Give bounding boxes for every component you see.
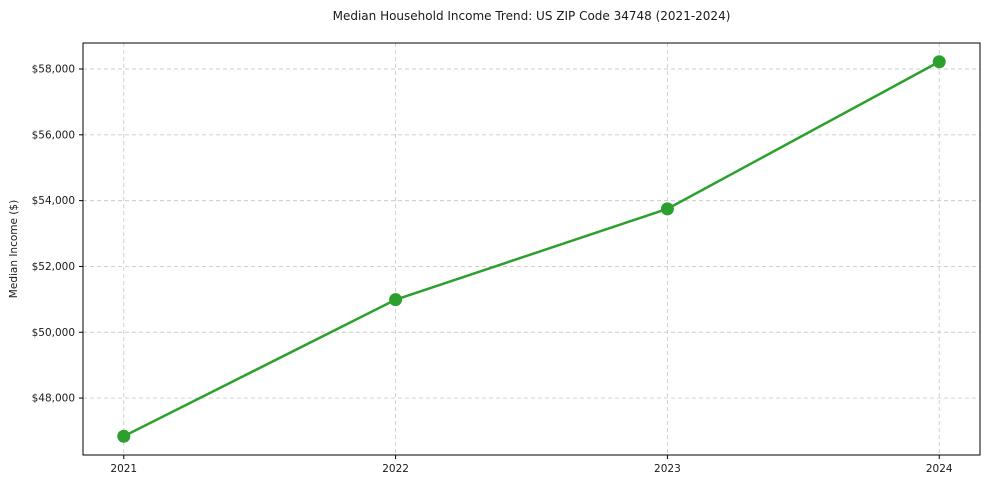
y-tick-label: $56,000 — [32, 129, 75, 141]
y-tick-label: $58,000 — [32, 63, 75, 75]
plot-border — [82, 42, 981, 456]
y-axis-label-text: Median Income ($) — [8, 199, 20, 299]
x-tick-label: 2022 — [382, 463, 409, 475]
y-tick-label: $52,000 — [32, 261, 75, 273]
y-tick-label: $48,000 — [32, 393, 75, 405]
data-point-2022 — [389, 293, 403, 307]
x-tick-label: 2023 — [654, 463, 681, 475]
trend-line — [122, 60, 941, 438]
y-tick-label: $54,000 — [32, 195, 75, 207]
x-tick-label: 2021 — [110, 463, 137, 475]
data-point-2021 — [117, 429, 131, 443]
data-point-2024 — [932, 55, 946, 69]
y-tick-label: $50,000 — [32, 327, 75, 339]
data-point-2023 — [660, 202, 674, 216]
chart-title: Median Household Income Trend: US ZIP Co… — [332, 9, 731, 23]
x-tick-label: 2024 — [926, 463, 953, 475]
